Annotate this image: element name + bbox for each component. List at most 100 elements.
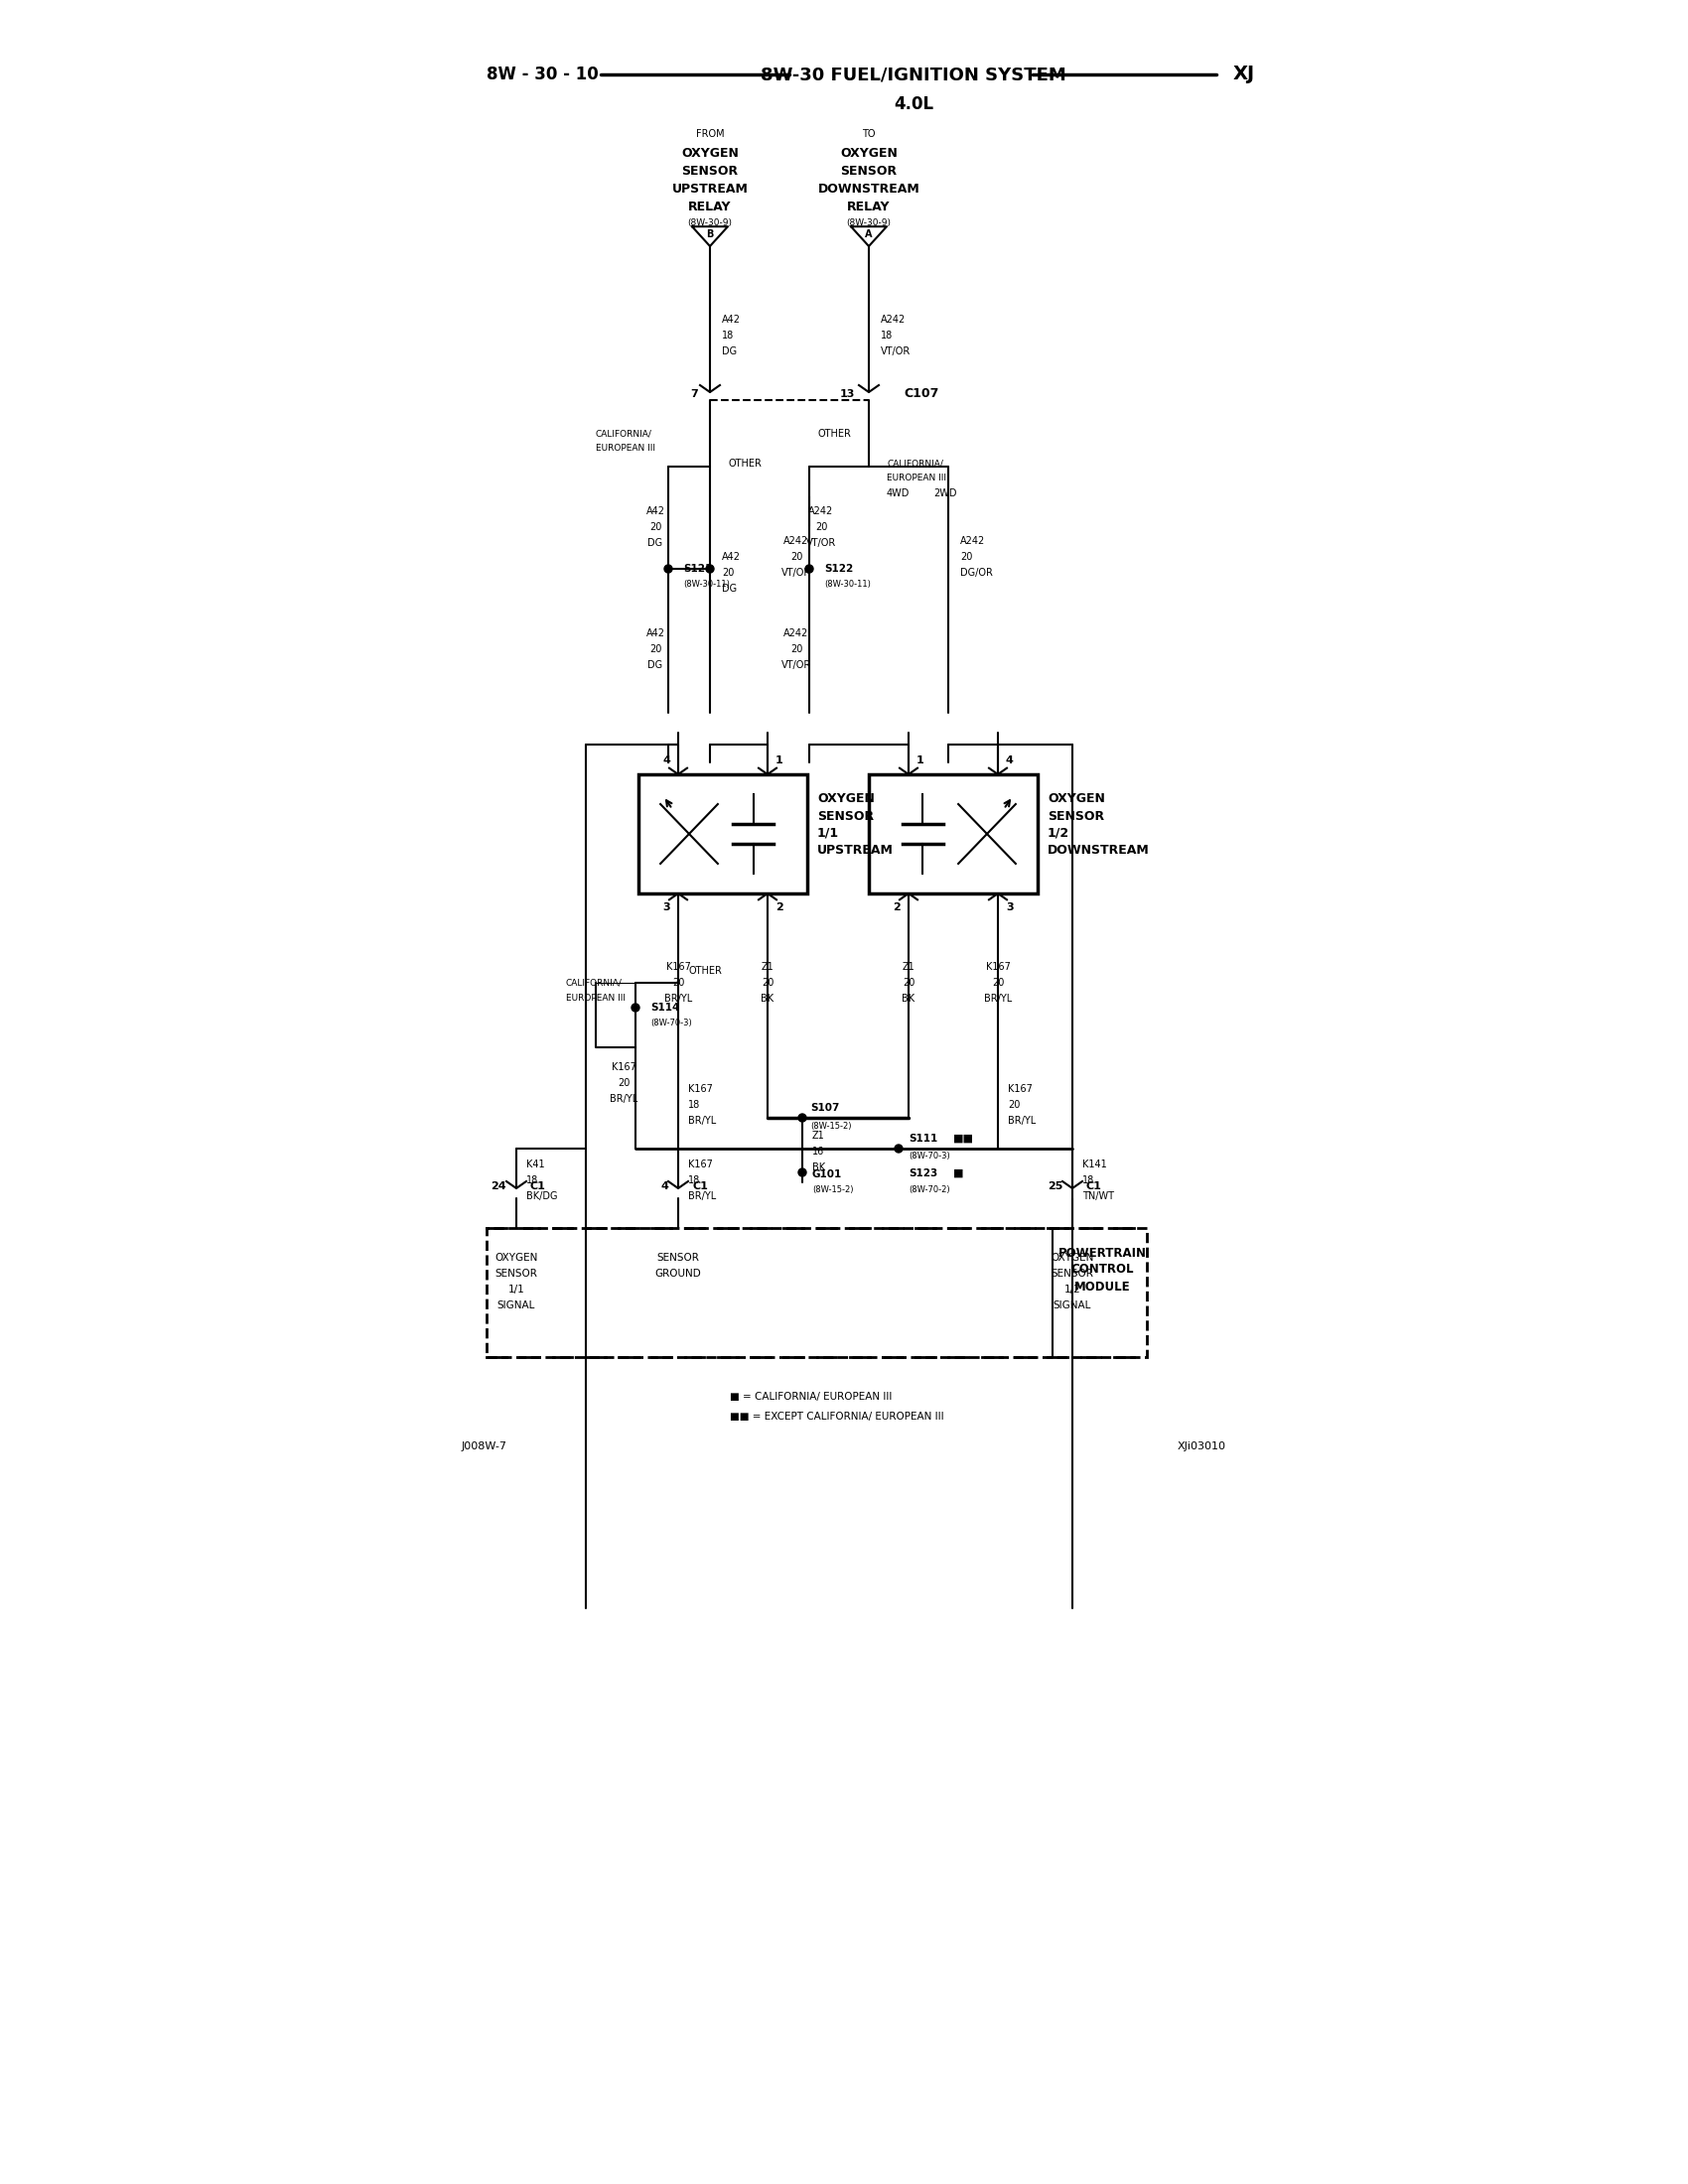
Text: C1: C1 (692, 1182, 707, 1190)
Text: Z1: Z1 (812, 1131, 825, 1140)
Text: XJ: XJ (1234, 66, 1256, 83)
Text: (8W-15-2): (8W-15-2) (812, 1186, 854, 1195)
Text: BK/DG: BK/DG (527, 1190, 557, 1201)
Text: 8W - 30 - 10: 8W - 30 - 10 (486, 66, 599, 83)
Bar (638, 775, 807, 893)
Text: 1/2: 1/2 (1048, 826, 1070, 839)
Text: A242: A242 (960, 535, 986, 546)
Text: A42: A42 (722, 314, 741, 325)
Text: ■■: ■■ (954, 1133, 974, 1144)
Text: 20: 20 (650, 644, 662, 655)
Text: S121: S121 (684, 563, 712, 574)
Text: 1: 1 (775, 756, 783, 764)
Text: S107: S107 (810, 1103, 839, 1114)
Text: 20: 20 (790, 553, 802, 561)
Text: 20: 20 (815, 522, 827, 533)
Text: 13: 13 (839, 389, 854, 400)
Text: SENSOR: SENSOR (495, 1269, 537, 1278)
Text: SENSOR: SENSOR (817, 810, 874, 823)
Text: 8W-30 FUEL/IGNITION SYSTEM: 8W-30 FUEL/IGNITION SYSTEM (761, 66, 1067, 83)
Text: DG: DG (722, 583, 738, 594)
Text: C107: C107 (903, 389, 939, 400)
Text: 4.0L: 4.0L (893, 96, 933, 114)
Text: EUROPEAN III: EUROPEAN III (886, 474, 947, 483)
Text: 1/1: 1/1 (817, 826, 839, 839)
Text: C1: C1 (530, 1182, 545, 1190)
Text: 18: 18 (881, 330, 893, 341)
Text: BR/YL: BR/YL (984, 994, 1011, 1005)
Text: A: A (864, 229, 873, 240)
Text: SENSOR: SENSOR (657, 1254, 699, 1262)
Text: BK: BK (761, 994, 775, 1005)
Text: G101: G101 (812, 1168, 842, 1179)
Text: (8W-30-9): (8W-30-9) (687, 218, 733, 227)
Text: EUROPEAN III: EUROPEAN III (565, 994, 626, 1002)
Text: A242: A242 (809, 507, 834, 515)
Text: UPSTREAM: UPSTREAM (817, 843, 893, 856)
Text: 18: 18 (527, 1175, 538, 1186)
Circle shape (665, 566, 672, 572)
Text: (8W-30-11): (8W-30-11) (824, 581, 871, 590)
Text: DG: DG (722, 347, 738, 356)
Text: (8W-70-2): (8W-70-2) (908, 1184, 950, 1195)
Text: DG/OR: DG/OR (960, 568, 993, 579)
Text: ■: ■ (954, 1168, 964, 1179)
Text: 4: 4 (662, 756, 670, 764)
Text: ■ = CALIFORNIA/ EUROPEAN III: ■ = CALIFORNIA/ EUROPEAN III (729, 1391, 891, 1402)
Circle shape (798, 1114, 807, 1123)
Text: 20: 20 (722, 568, 734, 579)
Text: ■■ = EXCEPT CALIFORNIA/ EUROPEAN III: ■■ = EXCEPT CALIFORNIA/ EUROPEAN III (729, 1411, 944, 1422)
Text: 18: 18 (1082, 1175, 1094, 1186)
Text: BR/YL: BR/YL (663, 994, 692, 1005)
Text: K167: K167 (986, 961, 1009, 972)
Text: S123: S123 (908, 1168, 937, 1179)
Text: 2WD: 2WD (933, 489, 957, 498)
Text: 16: 16 (812, 1147, 824, 1158)
Text: DG: DG (648, 660, 663, 670)
Text: CONTROL: CONTROL (1070, 1262, 1134, 1275)
Text: OXYGEN: OXYGEN (1048, 793, 1106, 806)
Text: SENSOR: SENSOR (1052, 1269, 1094, 1278)
Text: OTHER: OTHER (728, 459, 761, 470)
Text: BK: BK (901, 994, 915, 1005)
Text: 4: 4 (1006, 756, 1014, 764)
Text: XJi03010: XJi03010 (1178, 1441, 1225, 1452)
Text: VT/OR: VT/OR (782, 660, 812, 670)
Text: 25: 25 (1047, 1182, 1062, 1190)
Text: B: B (706, 229, 714, 240)
Text: 20: 20 (761, 978, 773, 987)
Text: 18: 18 (722, 330, 734, 341)
Text: 20: 20 (618, 1079, 630, 1088)
Text: 20: 20 (993, 978, 1004, 987)
Text: (8W-30-9): (8W-30-9) (846, 218, 891, 227)
Text: K141: K141 (1082, 1160, 1107, 1168)
Text: OXYGEN: OXYGEN (841, 149, 898, 159)
Text: 3: 3 (663, 902, 670, 913)
Text: (8W-15-2): (8W-15-2) (810, 1120, 851, 1131)
Text: (8W-70-3): (8W-70-3) (908, 1153, 950, 1162)
Text: RELAY: RELAY (847, 201, 891, 214)
Text: GROUND: GROUND (655, 1269, 702, 1278)
Text: C1: C1 (1087, 1182, 1102, 1190)
Text: K167: K167 (689, 1083, 712, 1094)
Circle shape (706, 566, 714, 572)
Text: CALIFORNIA/: CALIFORNIA/ (596, 430, 652, 439)
Text: DOWNSTREAM: DOWNSTREAM (1048, 843, 1150, 856)
Circle shape (805, 566, 814, 572)
Text: Z1: Z1 (901, 961, 915, 972)
Text: A242: A242 (783, 535, 809, 546)
Text: UPSTREAM: UPSTREAM (672, 183, 748, 197)
Text: DOWNSTREAM: DOWNSTREAM (817, 183, 920, 197)
Text: J008W-7: J008W-7 (463, 1441, 508, 1452)
Text: (8W-30-11): (8W-30-11) (684, 581, 729, 590)
Text: 20: 20 (672, 978, 684, 987)
Bar (486, 1227, 1146, 1356)
Text: 4WD: 4WD (886, 489, 910, 498)
Text: 20: 20 (790, 644, 802, 655)
Text: K167: K167 (611, 1061, 636, 1072)
Bar (869, 775, 1038, 893)
Text: CALIFORNIA/: CALIFORNIA/ (886, 459, 944, 467)
Text: VT/OR: VT/OR (807, 537, 836, 548)
Text: SENSOR: SENSOR (1048, 810, 1104, 823)
Text: OXYGEN: OXYGEN (682, 149, 739, 159)
